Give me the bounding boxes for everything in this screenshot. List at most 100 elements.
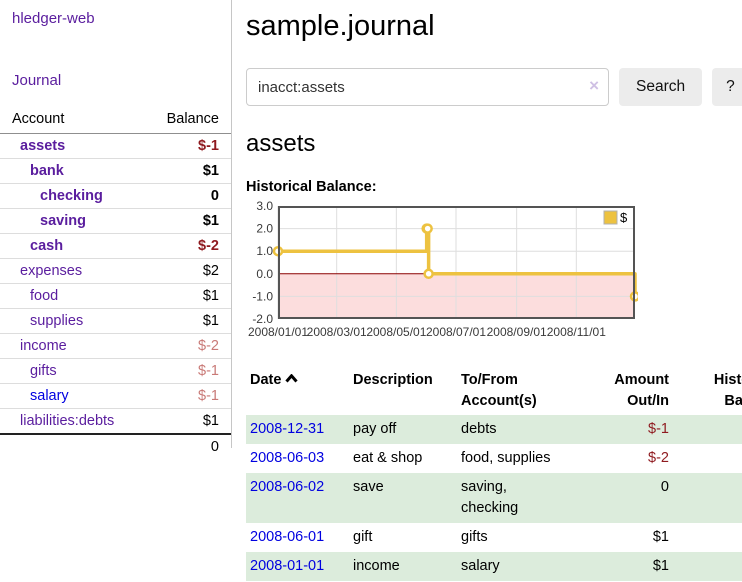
account-link-bank[interactable]: bank [30, 163, 64, 179]
accounts-total-balance: 0 [147, 433, 231, 459]
transaction-description: eat & shop [353, 450, 423, 467]
account-link-supplies[interactable]: supplies [30, 313, 84, 329]
account-link-liabilities-debts[interactable]: liabilities:debts [20, 413, 115, 429]
transaction-description: gift [353, 529, 373, 546]
svg-text:$: $ [620, 210, 628, 225]
main-content: sample.journal × Search ? assets Histori… [232, 0, 742, 582]
sidebar-item-journal[interactable]: Journal [12, 72, 62, 89]
transaction-accounts: food, supplies [461, 450, 551, 467]
account-row: saving $1 [0, 208, 231, 234]
account-row: food $1 [0, 283, 231, 309]
app-title-link[interactable]: hledger-web [12, 10, 95, 27]
svg-text:2008/07/01: 2008/07/01 [426, 325, 486, 339]
balance-column-header: Balance [147, 109, 231, 134]
account-row: income $-2 [0, 333, 231, 359]
balance-column-header: Historical Balance [713, 372, 742, 410]
account-heading: assets [246, 130, 316, 157]
register-table: Date Description To/From Account(s) Amou… [246, 367, 742, 582]
account-link-saving[interactable]: saving [40, 213, 86, 229]
transaction-row: 2008-12-31 pay off debts $-1 $-1 [246, 415, 742, 445]
search-form: × Search ? [246, 68, 742, 106]
help-button[interactable]: ? [712, 68, 742, 106]
svg-text:3.0: 3.0 [256, 201, 273, 213]
amount-column-header: Amount Out/In [614, 372, 669, 410]
account-balance: $1 [147, 283, 231, 309]
transaction-description: income [349, 552, 457, 582]
account-link-income[interactable]: income [20, 338, 67, 354]
historical-balance-chart: $3.0 2.0 1.0 0.0 -1.0 -2.0 2008/01/01 2008/03/0… [246, 199, 742, 349]
svg-text:-1.0: -1.0 [252, 289, 273, 303]
account-link-checking[interactable]: checking [40, 188, 103, 204]
chart-title: Historical Balance: [246, 179, 377, 195]
account-link-assets[interactable]: assets [20, 138, 66, 154]
account-link-expenses[interactable]: expenses [20, 263, 83, 279]
account-row: expenses $2 [0, 258, 231, 284]
transaction-balance: $2 [675, 523, 742, 552]
svg-text:2008/01/01: 2008/01/01 [248, 325, 308, 339]
transaction-date-link[interactable]: 2008-06-03 [250, 450, 325, 467]
transaction-row: 2008-01-01 income salary $1 $1 [246, 552, 742, 582]
svg-text:2008/09/01: 2008/09/01 [487, 325, 547, 339]
account-row: supplies $1 [0, 308, 231, 334]
svg-text:2008/03/01: 2008/03/01 [307, 325, 367, 339]
account-balance: $-1 [198, 138, 219, 154]
account-balance: $2 [147, 258, 231, 284]
transaction-date-link[interactable]: 2008-01-01 [250, 558, 325, 575]
register-header-row: Date Description To/From Account(s) Amou… [246, 367, 742, 415]
account-row: cash $-2 [0, 233, 231, 259]
transaction-row: 2008-06-03 eat & shop food, supplies $-2… [246, 444, 742, 473]
account-link-gifts[interactable]: gifts [30, 363, 57, 379]
transaction-date-link[interactable]: 2008-06-01 [250, 529, 325, 546]
account-row: gifts $-1 [0, 358, 231, 384]
account-balance: $1 [147, 208, 231, 234]
transaction-description: pay off [349, 415, 457, 445]
svg-text:2008/05/01: 2008/05/01 [366, 325, 426, 339]
description-column-header: Description [353, 372, 433, 388]
transaction-description: save [349, 473, 457, 524]
account-balance: $-2 [147, 233, 231, 259]
transaction-balance: $1 [675, 552, 742, 582]
account-link-food[interactable]: food [30, 288, 59, 304]
transaction-balance: $2 [675, 473, 742, 524]
account-link-cash[interactable]: cash [30, 238, 64, 254]
sidebar: hledger-web Journal Account Balance asse… [0, 0, 232, 459]
svg-text:2008/11/01: 2008/11/01 [547, 325, 606, 339]
transaction-amount: $1 [652, 529, 669, 546]
transaction-row: 2008-06-02 save saving, checking 0 $2 [246, 473, 742, 524]
sort-ascending-icon [285, 373, 299, 383]
transaction-date-link[interactable]: 2008-06-02 [250, 479, 325, 496]
svg-text:1.0: 1.0 [256, 244, 273, 258]
account-row: checking 0 [0, 183, 231, 209]
search-button[interactable]: Search [619, 68, 703, 106]
transaction-amount: $-1 [567, 415, 675, 445]
transaction-accounts: gifts [461, 529, 488, 546]
transaction-accounts: salary [457, 552, 567, 582]
account-balance: $1 [147, 158, 231, 184]
account-balance: $-1 [147, 383, 231, 409]
account-row: salary $-1 [0, 383, 231, 409]
accounts-total-row: 0 [0, 433, 231, 459]
date-column-header[interactable]: Date [246, 367, 349, 415]
search-input[interactable] [246, 68, 609, 106]
account-row: liabilities:debts $1 [0, 408, 231, 434]
transaction-balance: 0 [675, 444, 742, 473]
transaction-amount: $-2 [648, 450, 669, 467]
svg-text:2.0: 2.0 [256, 222, 273, 236]
account-balance: $1 [147, 408, 231, 434]
transaction-row: 2008-06-01 gift gifts $1 $2 [246, 523, 742, 552]
account-balance: $-2 [147, 333, 231, 359]
tofrom-column-header: To/From Account(s) [461, 372, 537, 410]
accounts-table: Account Balance assets $-1 bank $1 check… [0, 109, 231, 459]
svg-text:0.0: 0.0 [256, 267, 273, 281]
account-row: assets $-1 [0, 134, 231, 159]
transaction-amount: $1 [567, 552, 675, 582]
account-balance: 0 [147, 183, 231, 209]
accounts-column-header: Account [0, 109, 148, 134]
account-link-salary[interactable]: salary [30, 388, 69, 404]
transaction-amount: 0 [567, 473, 675, 524]
clear-search-icon[interactable]: × [589, 76, 599, 95]
transaction-accounts: saving, checking [457, 473, 567, 524]
transaction-date-link[interactable]: 2008-12-31 [250, 421, 325, 438]
account-balance: $1 [147, 308, 231, 334]
